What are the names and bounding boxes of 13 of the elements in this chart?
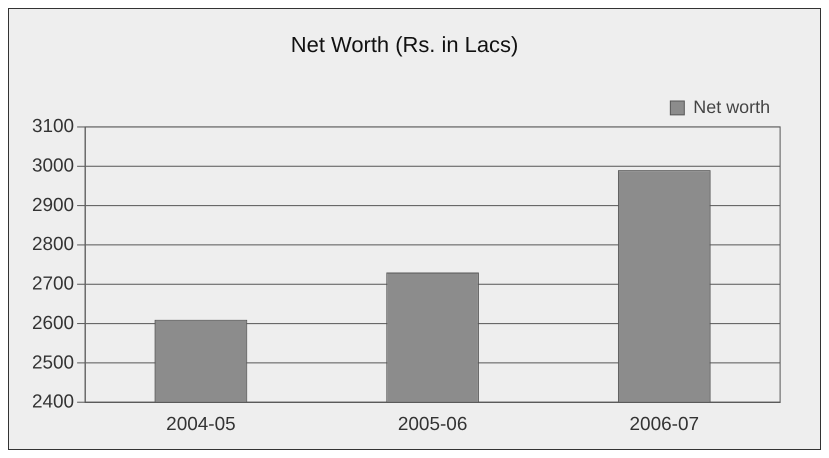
x-tick-label: 2006-07 [630,414,700,435]
legend-label: Net worth [693,96,770,117]
y-tick-label: 2500 [32,352,74,374]
y-tick-label: 3000 [32,155,74,176]
y-tick-label: 2800 [32,234,74,256]
y-tick-label: 3100 [32,116,74,138]
y-tick-label: 2400 [32,392,74,413]
y-tick-label: 2900 [32,194,74,216]
x-tick-label: 2004-05 [166,414,236,435]
y-tick-label: 2600 [32,312,74,334]
chart-title: Net Worth (Rs. in Lacs) [290,32,518,58]
y-tick-label: 2700 [32,274,74,295]
x-tick-label: 2005-06 [398,414,468,435]
